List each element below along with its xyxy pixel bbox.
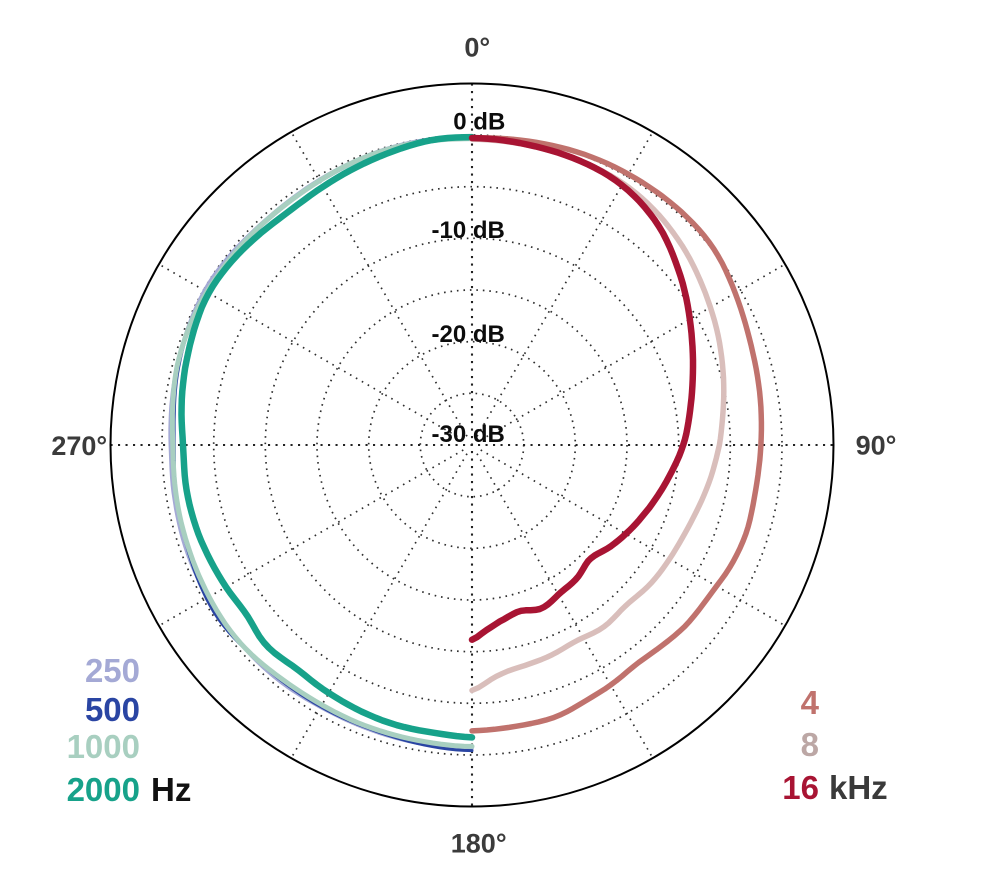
- svg-text:250: 250: [85, 652, 140, 689]
- svg-text:-30 dB: -30 dB: [432, 421, 505, 448]
- svg-text:2000: 2000: [67, 771, 140, 808]
- svg-text:Hz: Hz: [151, 771, 191, 808]
- svg-text:0°: 0°: [464, 33, 490, 63]
- svg-text:4: 4: [801, 684, 820, 721]
- svg-text:8: 8: [801, 726, 819, 763]
- svg-text:90°: 90°: [856, 431, 897, 461]
- svg-text:-20 dB: -20 dB: [432, 321, 505, 348]
- svg-text:180°: 180°: [451, 828, 507, 858]
- svg-text:-10 dB: -10 dB: [432, 217, 505, 244]
- svg-text:270°: 270°: [51, 431, 107, 461]
- svg-text:1000: 1000: [67, 728, 140, 765]
- svg-text:500: 500: [85, 691, 140, 728]
- svg-text:16: 16: [782, 769, 819, 806]
- svg-text:kHz: kHz: [829, 769, 888, 806]
- svg-text:0 dB: 0 dB: [453, 109, 505, 136]
